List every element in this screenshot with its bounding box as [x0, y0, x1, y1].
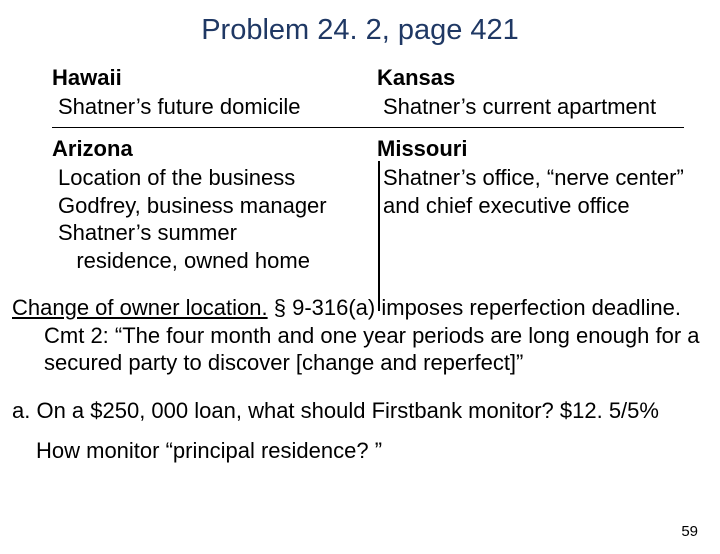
paragraph-how-monitor: How monitor “principal residence? ”: [36, 438, 720, 464]
paragraph-change-owner: Change of owner location. § 9-316(a) imp…: [12, 294, 708, 377]
underlined-lead: Change of owner location.: [12, 295, 268, 320]
horizontal-divider: [52, 127, 684, 128]
state-desc: Location of the business Godfrey, busine…: [58, 164, 359, 274]
cell-arizona: Arizona Location of the business Godfrey…: [52, 136, 359, 274]
state-desc: Shatner’s office, “nerve center” and chi…: [383, 164, 684, 219]
state-label: Hawaii: [52, 65, 359, 91]
cell-hawaii: Hawaii Shatner’s future domicile: [52, 65, 359, 121]
paragraph-question-a: a. On a $250, 000 loan, what should Firs…: [12, 397, 708, 425]
cell-kansas: Kansas Shatner’s current apartment: [359, 65, 684, 121]
slide-title: Problem 24. 2, page 421: [0, 14, 720, 47]
state-label: Arizona: [52, 136, 359, 162]
page-number: 59: [681, 523, 698, 540]
state-label: Kansas: [377, 65, 684, 91]
grid-row-2: Arizona Location of the business Godfrey…: [52, 136, 684, 274]
vertical-divider: [378, 161, 380, 311]
state-label: Missouri: [377, 136, 684, 162]
slide: Problem 24. 2, page 421 Hawaii Shatner’s…: [0, 14, 720, 554]
state-desc: Shatner’s current apartment: [383, 93, 684, 121]
grid-row-1: Hawaii Shatner’s future domicile Kansas …: [52, 65, 684, 121]
cell-missouri: Missouri Shatner’s office, “nerve center…: [359, 136, 684, 274]
state-grid: Hawaii Shatner’s future domicile Kansas …: [52, 65, 684, 274]
state-desc: Shatner’s future domicile: [58, 93, 359, 121]
